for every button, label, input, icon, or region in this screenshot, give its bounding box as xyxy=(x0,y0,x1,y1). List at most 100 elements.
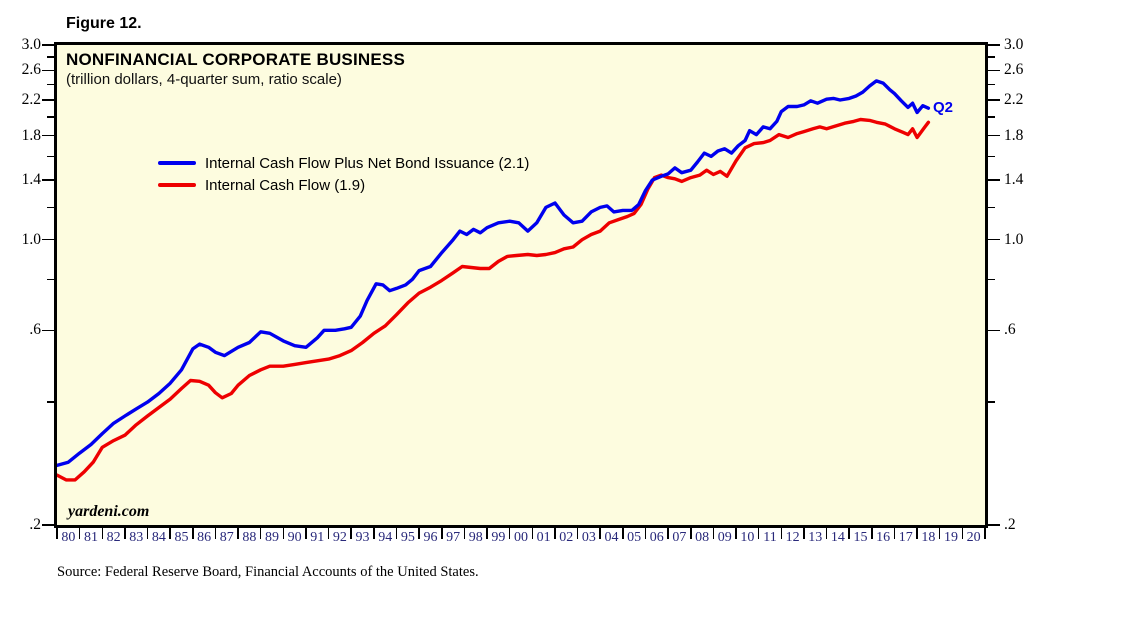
y-axis-major-tick-left xyxy=(42,238,54,241)
x-axis-label: 97 xyxy=(446,530,461,545)
x-axis-label: 90 xyxy=(287,530,302,545)
x-axis-tick xyxy=(916,528,918,539)
x-axis-tick xyxy=(282,528,285,539)
x-axis-label: 81 xyxy=(83,530,98,545)
x-axis-label: 88 xyxy=(242,530,257,545)
y-axis-minor-tick-left xyxy=(47,278,54,281)
x-axis-tick xyxy=(984,528,986,539)
x-axis-tick xyxy=(848,528,850,539)
series-line-internal-cash-flow xyxy=(57,117,931,482)
x-axis-label: 08 xyxy=(695,530,710,545)
x-axis-label: 87 xyxy=(219,530,234,545)
x-axis-label: 20 xyxy=(966,530,981,545)
y-axis-minor-tick-right xyxy=(988,206,995,209)
y-axis-minor-tick-left xyxy=(47,56,54,58)
figure-label: Figure 12. xyxy=(66,15,142,32)
y-axis-label-left: 2.6 xyxy=(21,61,41,79)
y-axis-minor-tick-right xyxy=(988,56,995,58)
y-axis-major-tick-left xyxy=(42,99,54,101)
y-axis-label-right: 1.0 xyxy=(1004,230,1024,248)
x-axis-label: 98 xyxy=(468,530,483,545)
x-axis-label: 82 xyxy=(106,530,121,545)
x-axis-tick xyxy=(259,528,262,539)
y-axis-major-tick-right xyxy=(988,238,1000,241)
watermark: yardeni.com xyxy=(68,503,150,520)
y-axis-label-left: 3.0 xyxy=(21,36,41,53)
x-axis-label: 04 xyxy=(604,530,619,545)
x-axis-label: 95 xyxy=(400,530,415,545)
y-axis-major-tick-left xyxy=(42,44,54,46)
x-axis-tick xyxy=(463,528,466,539)
y-axis-minor-tick-right xyxy=(988,116,995,118)
x-axis-label: 13 xyxy=(808,530,823,545)
x-axis-tick xyxy=(690,528,692,539)
x-axis-label: 05 xyxy=(627,530,642,545)
y-axis-minor-tick-left xyxy=(47,401,54,403)
source-note: Source: Federal Reserve Board, Financial… xyxy=(57,564,479,580)
x-axis-tick xyxy=(622,528,624,539)
y-axis-major-tick-right xyxy=(988,69,1000,72)
x-axis-label: 96 xyxy=(423,530,438,545)
series-line-internal-cash-flow-plus-net-bond-issuance xyxy=(57,79,931,468)
y-axis-label-right: 1.8 xyxy=(1004,126,1024,144)
y-axis-major-tick-left xyxy=(42,179,54,181)
y-axis-label-left: .6 xyxy=(29,321,41,339)
legend-label: Internal Cash Flow (1.9) xyxy=(205,176,366,194)
x-axis-label: 85 xyxy=(174,530,189,545)
y-axis-major-tick-left xyxy=(42,69,54,72)
x-axis-label: 91 xyxy=(310,530,325,545)
y-axis-label-right: 2.2 xyxy=(1004,90,1024,108)
x-axis-tick xyxy=(101,528,104,539)
chart-canvas xyxy=(57,79,931,482)
y-axis-label-right: 2.6 xyxy=(1004,61,1024,79)
legend-item-cash-flow: Internal Cash Flow (1.9) xyxy=(158,174,529,196)
chart-title: NONFINANCIAL CORPORATE BUSINESS xyxy=(66,50,405,69)
x-axis-label: 01 xyxy=(536,530,551,545)
x-axis-tick xyxy=(531,528,534,539)
legend: Internal Cash Flow Plus Net Bond Issuanc… xyxy=(158,152,529,196)
legend-label: Internal Cash Flow Plus Net Bond Issuanc… xyxy=(205,154,530,172)
x-axis-tick xyxy=(599,528,601,539)
x-axis-tick xyxy=(373,528,375,539)
x-axis-tick xyxy=(124,528,126,539)
y-axis-label-left: 1.8 xyxy=(21,126,41,144)
x-axis-label: 84 xyxy=(151,530,166,545)
x-axis-label: 19 xyxy=(944,530,959,545)
x-axis-tick xyxy=(395,528,398,539)
q2-label: Q2 xyxy=(933,99,954,116)
y-axis-label-left: 1.4 xyxy=(21,171,41,189)
y-axis-major-tick-right xyxy=(988,44,1000,46)
x-axis-label: 92 xyxy=(332,530,347,545)
x-axis-label: 02 xyxy=(559,530,574,545)
x-axis-tick xyxy=(780,528,783,539)
x-axis-tick xyxy=(938,528,941,539)
y-axis-minor-tick-left xyxy=(47,83,54,86)
x-axis-tick xyxy=(825,528,828,539)
x-axis-label: 07 xyxy=(672,530,687,545)
legend-line-swatch-blue-icon xyxy=(158,161,196,165)
x-axis-tick xyxy=(237,528,239,539)
x-axis-tick xyxy=(893,528,896,539)
x-axis-label: 94 xyxy=(378,530,393,545)
x-axis-tick xyxy=(350,528,352,539)
y-axis-minor-tick-left xyxy=(47,155,54,158)
y-axis-major-tick-right xyxy=(988,99,1000,101)
x-axis-tick xyxy=(961,528,964,539)
y-axis-major-tick-right xyxy=(988,524,1000,526)
y-axis-major-tick-right xyxy=(988,329,1000,332)
x-axis-tick xyxy=(554,528,556,539)
y-axis-minor-tick-left xyxy=(47,206,54,209)
y-axis-label-right: .6 xyxy=(1004,321,1016,339)
y-axis-major-tick-right xyxy=(988,179,1000,181)
y-axis-label-right: 1.4 xyxy=(1004,171,1024,189)
x-axis-tick xyxy=(169,528,171,539)
y-axis-minor-tick-left xyxy=(47,116,54,118)
y-axis-label-left: .2 xyxy=(29,516,41,533)
y-axis-label-right: 3.0 xyxy=(1004,36,1024,53)
y-axis-minor-tick-right xyxy=(988,278,995,281)
x-axis-label: 83 xyxy=(129,530,144,545)
chart-plot-area: NONFINANCIAL CORPORATE BUSINESS (trillio… xyxy=(54,42,988,528)
x-axis-label: 18 xyxy=(921,530,936,545)
x-axis-tick xyxy=(327,528,330,539)
x-axis-tick xyxy=(712,528,715,539)
